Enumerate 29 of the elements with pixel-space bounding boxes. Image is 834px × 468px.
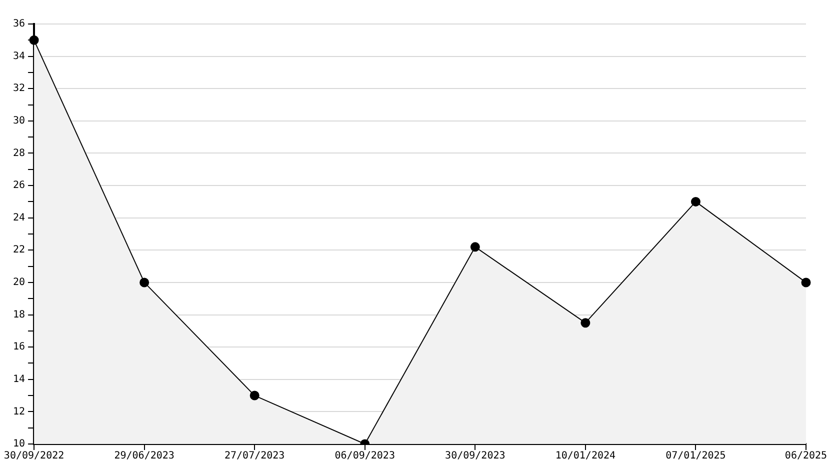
y-tick-label: 30 [12,116,26,127]
point [29,35,39,45]
point [470,242,480,252]
y-tick-label: 36 [12,18,26,30]
x-tick-label: 27/07/2023 [224,450,285,462]
y-tick-label: 24 [12,212,26,224]
y-tick-label: 18 [12,309,26,320]
y-tick-label: 28 [12,148,26,159]
y-tick-label: 16 [12,342,26,353]
y-tick-label: 12 [12,406,26,418]
y-tick-label: 20 [12,277,26,288]
y-tick-label: 34 [12,50,26,62]
x-tick-label: 06/09/2023 [334,450,395,462]
x-tick-label: 30/09/2023 [445,450,506,462]
y-tick-label: 22 [12,244,26,256]
point [140,278,150,288]
y-tick-label: 14 [12,374,26,385]
x-tick-label: 07/01/2025 [666,450,726,462]
point [250,390,260,400]
x-tick-label: 29/06/2023 [114,450,174,462]
point [801,278,811,288]
x-tick-label: 06/2025 [784,450,828,462]
y-tick-label: 10 [12,438,26,450]
point [580,318,590,328]
point [690,196,700,206]
x-tick-label: 10/01/2024 [555,450,616,462]
x-tick-label: 30/09/2022 [4,450,64,462]
y-tick-label: 26 [12,180,26,192]
y-tick-label: 32 [12,83,26,94]
